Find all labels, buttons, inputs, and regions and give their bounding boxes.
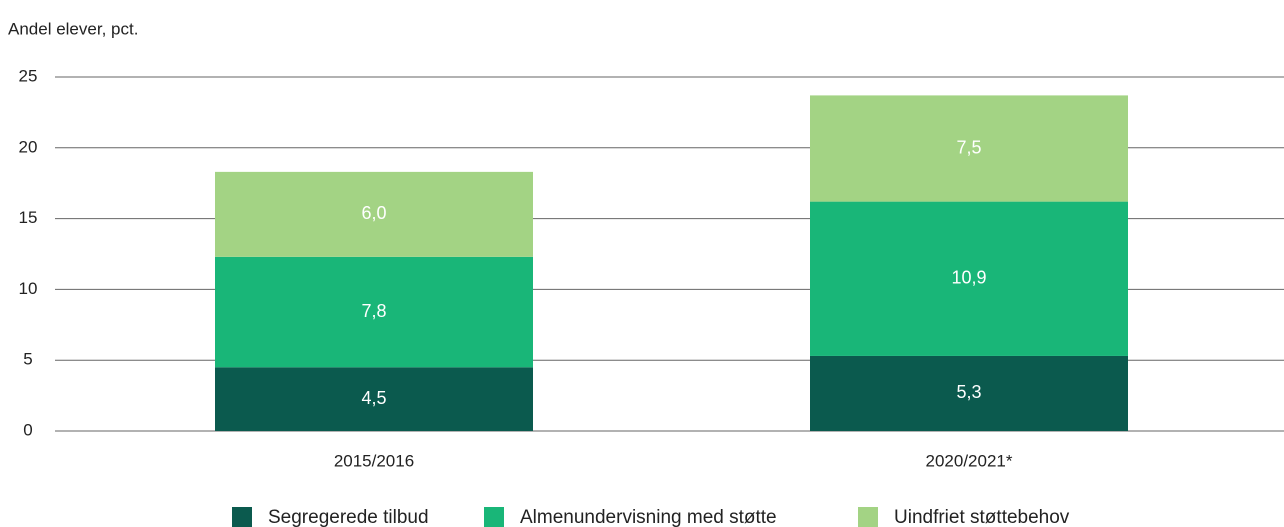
y-tick-label: 15 bbox=[19, 208, 38, 227]
legend-label: Almenundervisning med støtte bbox=[520, 507, 777, 527]
value-label: 7,8 bbox=[361, 301, 386, 321]
bar-segment bbox=[215, 171, 533, 257]
y-axis-label: Andel elever, pct. bbox=[8, 19, 138, 38]
y-tick-label: 0 bbox=[23, 420, 32, 439]
value-label: 10,9 bbox=[951, 268, 986, 288]
bar-segment bbox=[215, 367, 533, 431]
legend-label: Segregerede tilbud bbox=[268, 507, 429, 527]
x-tick-label: 2020/2021* bbox=[926, 451, 1013, 470]
value-label: 4,5 bbox=[361, 388, 386, 408]
value-label: 6,0 bbox=[361, 203, 386, 223]
legend-swatch bbox=[484, 507, 504, 527]
y-tick-label: 5 bbox=[23, 350, 32, 369]
x-tick-label: 2015/2016 bbox=[334, 451, 414, 470]
bar-segment bbox=[215, 256, 533, 368]
value-label: 7,5 bbox=[956, 137, 981, 157]
legend-label: Uindfriet støttebehov bbox=[894, 507, 1070, 527]
value-label: 5,3 bbox=[956, 382, 981, 402]
bar-segment bbox=[810, 201, 1128, 356]
legend-swatch bbox=[858, 507, 878, 527]
y-tick-label: 10 bbox=[19, 279, 38, 298]
bar-segment bbox=[810, 95, 1128, 202]
y-tick-label: 20 bbox=[19, 137, 38, 156]
legend-swatch bbox=[232, 507, 252, 527]
bar-segment bbox=[810, 355, 1128, 431]
y-tick-label: 25 bbox=[19, 66, 38, 85]
